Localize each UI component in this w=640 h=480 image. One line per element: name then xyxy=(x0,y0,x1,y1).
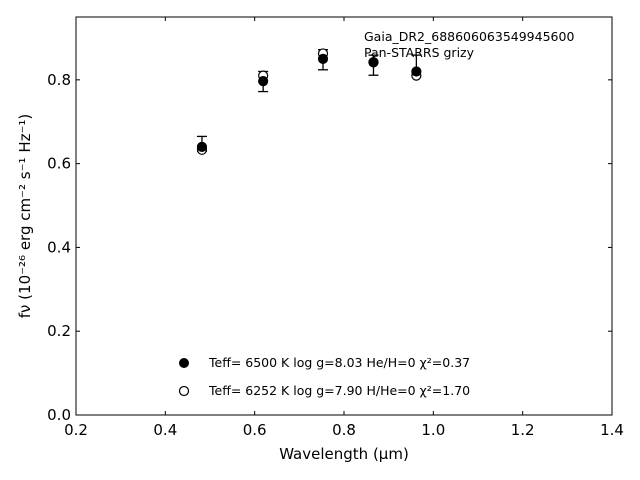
legend: Teff= 6500 K log g=8.03 He/H=0 χ²=0.37 T… xyxy=(178,355,470,398)
x-tick-label: 1.0 xyxy=(421,421,445,439)
annotation-survey-name: Pan-STARRS grizy xyxy=(364,45,475,60)
x-tick-label: 0.4 xyxy=(153,421,177,439)
data-points xyxy=(196,48,422,155)
data-point-filled xyxy=(368,57,379,68)
x-axis-title: Wavelength (μm) xyxy=(279,445,409,463)
axis-ticks: 0.2 0.4 0.6 0.8 1.0 1.2 1.40.00.20.40.60.8 xyxy=(47,17,624,439)
x-tick-label: 0.6 xyxy=(243,421,267,439)
data-point-filled xyxy=(196,141,208,152)
data-point-filled xyxy=(411,66,422,77)
y-tick-label: 0.8 xyxy=(47,71,71,89)
y-tick-label: 0.6 xyxy=(47,155,71,173)
legend-label-filled: Teff= 6500 K log g=8.03 He/H=0 χ²=0.37 xyxy=(208,355,470,370)
x-tick-label: 0.8 xyxy=(332,421,356,439)
y-tick-label: 0.2 xyxy=(47,322,71,340)
x-tick-label: 1.4 xyxy=(600,421,624,439)
legend-label-open: Teff= 6252 K log g=7.90 H/He=0 χ²=1.70 xyxy=(208,383,470,398)
data-point-filled xyxy=(317,53,329,64)
x-tick-label: 1.2 xyxy=(511,421,535,439)
x-tick-label: 0.2 xyxy=(64,421,88,439)
y-axis-title: fν (10⁻²⁶ erg cm⁻² s⁻¹ Hz⁻¹) xyxy=(16,114,34,319)
legend-marker-open xyxy=(178,385,190,397)
y-tick-label: 0.4 xyxy=(47,238,71,256)
legend-marker-filled xyxy=(179,358,189,368)
data-point-filled xyxy=(258,75,269,87)
y-tick-label: 0.0 xyxy=(47,406,71,424)
error-bars xyxy=(196,49,422,153)
annotation-object-name: Gaia_DR2_688606063549945600 xyxy=(364,29,574,44)
